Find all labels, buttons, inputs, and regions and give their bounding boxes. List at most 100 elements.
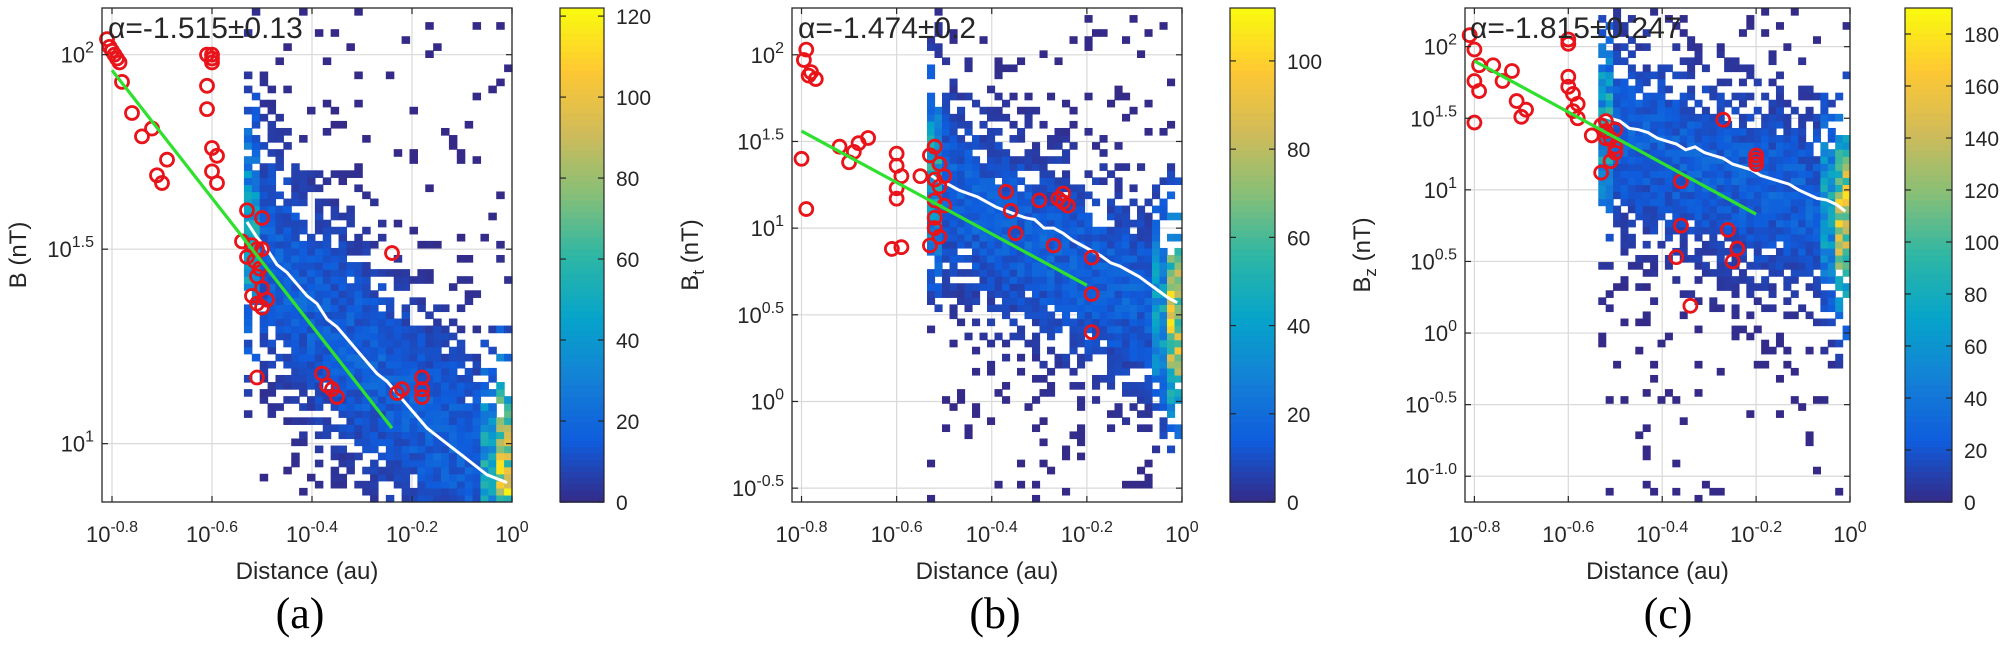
colorbar-segment xyxy=(1230,119,1275,127)
heatmap-cell xyxy=(1642,113,1651,122)
colorbar-segment xyxy=(1905,14,1952,22)
heatmap-cell xyxy=(934,135,943,143)
heatmap-cell xyxy=(1062,276,1071,284)
heatmap-cell xyxy=(1620,198,1629,207)
colorbar-tick-label: 100 xyxy=(1287,51,1322,74)
fit-line xyxy=(110,69,394,430)
heatmap-cell xyxy=(1738,269,1747,277)
heatmap-cell xyxy=(1069,431,1078,440)
colorbar-segment xyxy=(1905,75,1952,83)
heatmap-cell xyxy=(972,403,981,411)
scatter-point xyxy=(394,381,410,398)
heatmap-cell xyxy=(275,353,284,362)
heatmap-cell xyxy=(1812,240,1821,249)
heatmap-cell xyxy=(994,156,1003,164)
heatmap-cell xyxy=(1017,106,1026,115)
scatter-point xyxy=(124,105,140,121)
heatmap-cell xyxy=(1174,389,1183,397)
heatmap-cell xyxy=(1805,311,1814,320)
heatmap-cell xyxy=(472,367,482,376)
heatmap-cell xyxy=(1775,92,1784,101)
heatmap-cell xyxy=(1137,212,1146,221)
heatmap-cell xyxy=(934,120,943,129)
heatmap-cell xyxy=(496,473,505,482)
heatmap-cell xyxy=(1174,353,1183,362)
heatmap-cell xyxy=(1694,120,1703,129)
heatmap-cell xyxy=(1114,163,1123,171)
colorbar-tick-label: 160 xyxy=(1964,76,1999,99)
heatmap-cell xyxy=(472,480,482,489)
heatmap-cell xyxy=(1032,290,1041,298)
heatmap-cell xyxy=(1114,332,1123,341)
heatmap-cell xyxy=(488,410,497,418)
colorbar-segment xyxy=(1230,495,1275,503)
colorbar-tick-label: 20 xyxy=(1964,440,1987,463)
heatmap-cell xyxy=(307,325,316,334)
heatmap-cell xyxy=(1768,50,1777,58)
heatmap-cell xyxy=(1017,325,1026,334)
heatmap-cell xyxy=(267,311,277,320)
heatmap-cell xyxy=(472,290,482,298)
heatmap-cell xyxy=(1709,487,1718,496)
heatmap-cell xyxy=(1107,262,1116,270)
heatmap-cell xyxy=(1114,290,1123,298)
heatmap-cell xyxy=(1084,219,1093,228)
heatmap-cell xyxy=(1002,191,1011,200)
heatmap-cell xyxy=(1790,276,1799,284)
heatmap-cell xyxy=(1783,219,1792,228)
heatmap-cell xyxy=(1679,198,1688,207)
heatmap-cell xyxy=(307,177,316,186)
heatmap-cell xyxy=(354,170,363,178)
heatmap-cell xyxy=(1627,163,1636,171)
heatmap-cell xyxy=(425,417,434,425)
heatmap-cell xyxy=(1032,106,1041,115)
heatmap-cell xyxy=(1620,276,1629,284)
colorbar-segment xyxy=(1230,446,1275,454)
heatmap-cell xyxy=(330,325,340,334)
heatmap-cell xyxy=(346,410,355,418)
heatmap-cell xyxy=(1835,191,1844,200)
heatmap-cell xyxy=(354,311,363,320)
heatmap-cell xyxy=(291,417,300,425)
colorbar-segment xyxy=(1905,304,1952,312)
heatmap-cell xyxy=(1152,311,1161,320)
heatmap-cell xyxy=(338,120,348,129)
heatmap-cell xyxy=(243,184,253,193)
heatmap-cell xyxy=(433,43,442,51)
heatmap-cell xyxy=(1820,212,1829,221)
heatmap-cell xyxy=(1775,135,1784,143)
heatmap-cell xyxy=(1084,240,1093,249)
heatmap-cell xyxy=(1122,360,1131,369)
heatmap-cell xyxy=(1664,135,1673,143)
scatter-point xyxy=(1560,68,1577,85)
heatmap-cell xyxy=(1731,276,1740,284)
heatmap-cell xyxy=(1687,85,1696,94)
heatmap-cell xyxy=(1783,198,1792,207)
heatmap-cell xyxy=(1650,205,1659,214)
heatmap-cell xyxy=(401,494,411,503)
heatmap-cell xyxy=(1768,99,1777,108)
heatmap-cell xyxy=(393,346,403,355)
heatmap-cell xyxy=(1613,22,1622,30)
heatmap-cell xyxy=(1842,205,1851,214)
heatmap-cell xyxy=(291,332,300,341)
heatmap-cell xyxy=(949,212,958,221)
heatmap-cell xyxy=(1047,198,1056,207)
heatmap-cell xyxy=(1009,226,1018,235)
heatmap-cell xyxy=(1709,212,1718,221)
colorbar-segment xyxy=(1230,267,1275,275)
heatmap-cell xyxy=(425,403,434,411)
heatmap-cell xyxy=(425,276,434,284)
heatmap-cell xyxy=(1746,262,1755,270)
heatmap-cell xyxy=(1032,156,1041,164)
heatmap-cell xyxy=(1620,113,1629,122)
heatmap-cell xyxy=(1642,255,1651,263)
heatmap-cell xyxy=(1820,163,1829,171)
heatmap-cell xyxy=(330,262,340,270)
heatmap-cell xyxy=(1107,367,1116,376)
heatmap-cell xyxy=(401,410,411,418)
heatmap-cell xyxy=(964,156,973,164)
heatmap-cell xyxy=(994,480,1003,489)
heatmap-cell xyxy=(1099,247,1108,256)
heatmap-cell xyxy=(1716,205,1725,214)
